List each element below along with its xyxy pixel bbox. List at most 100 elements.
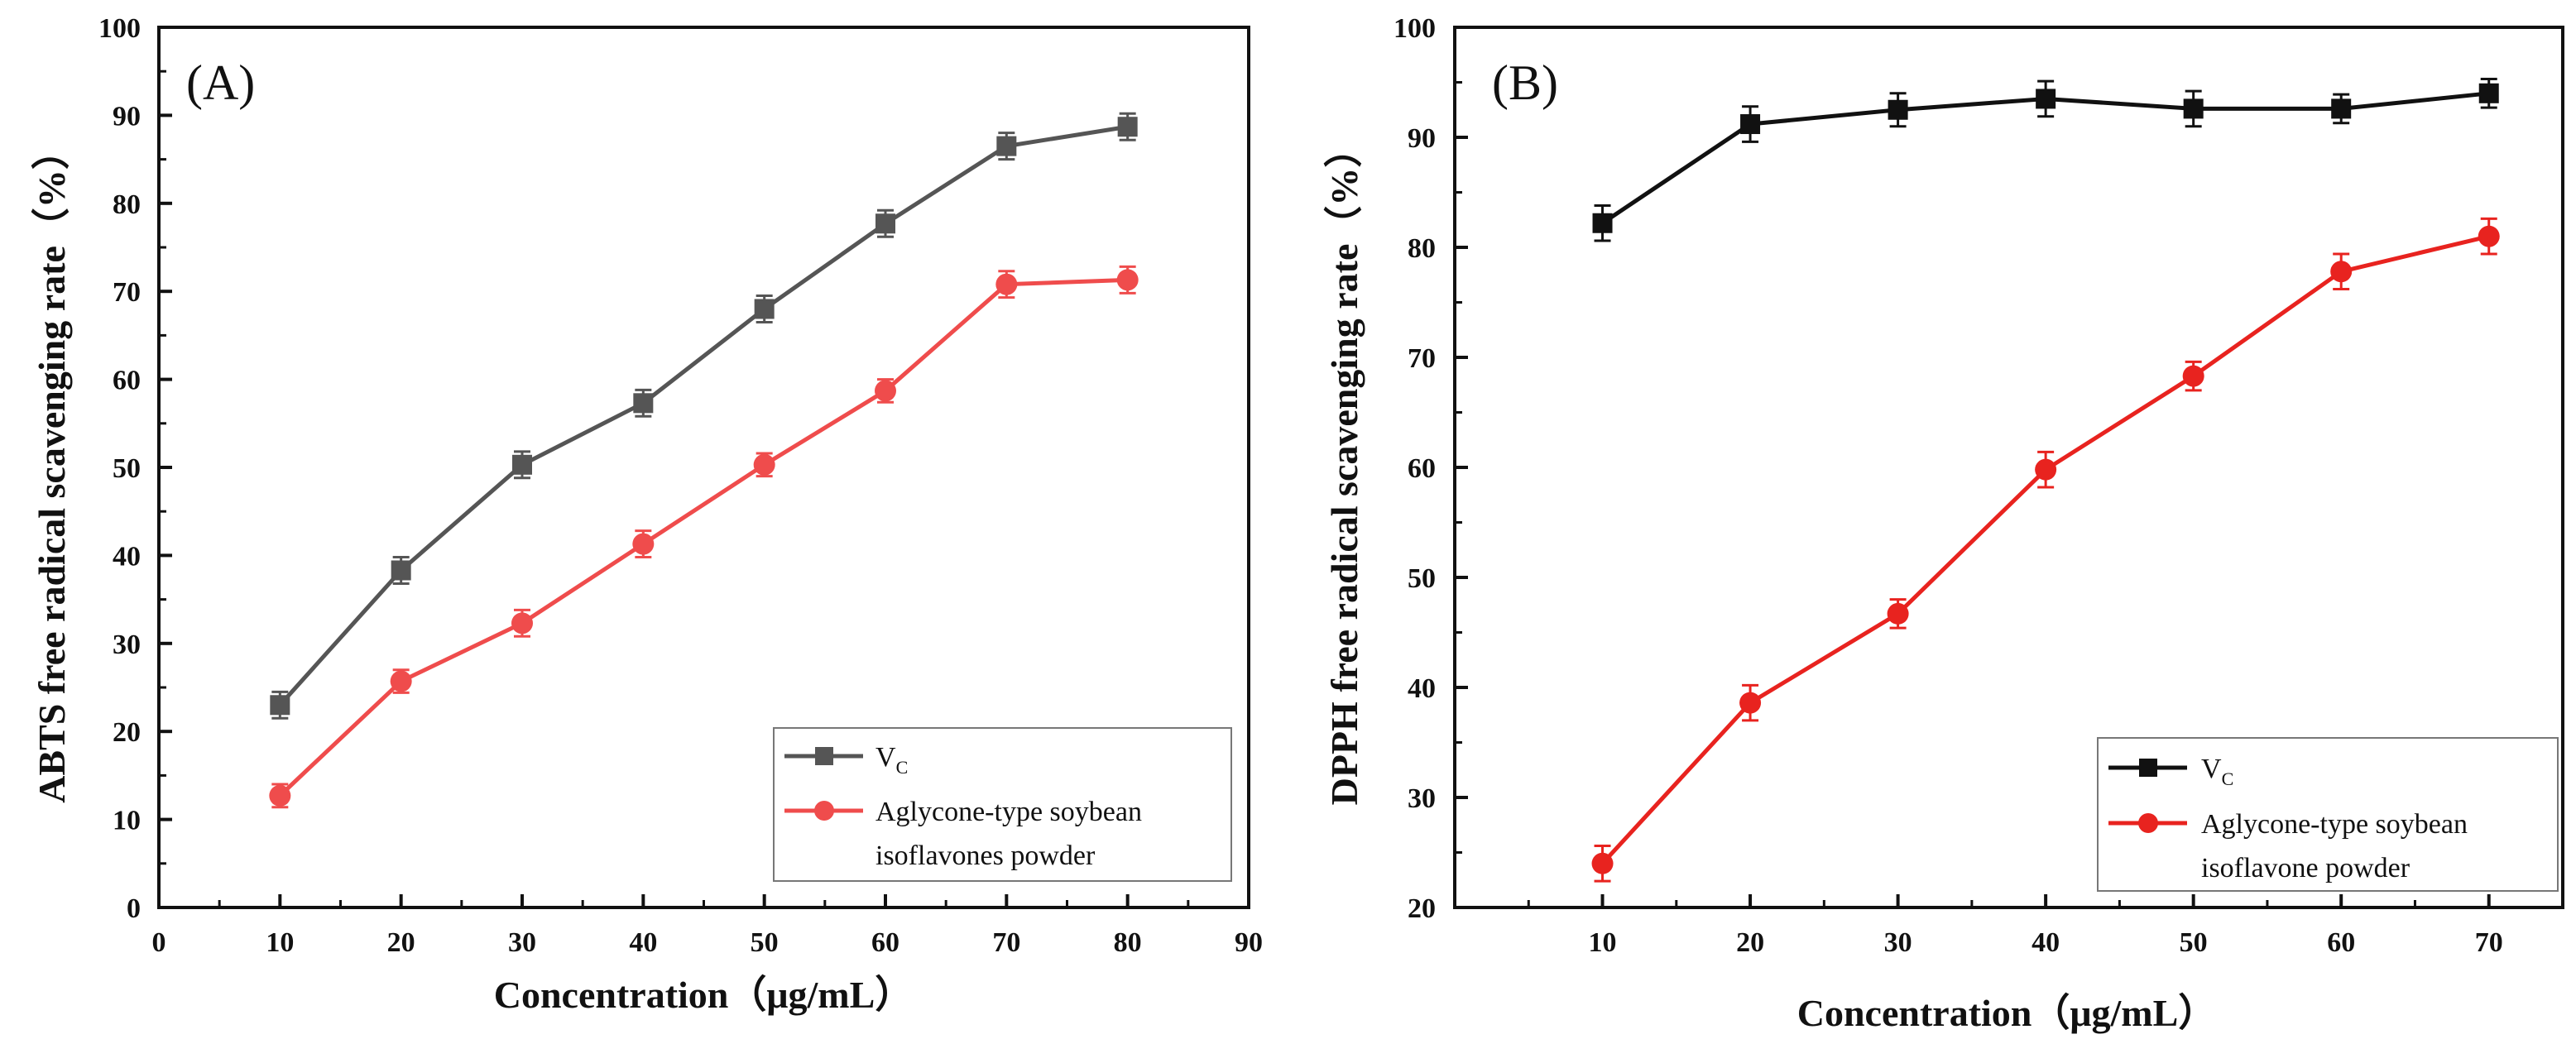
data-point-square [996, 136, 1017, 156]
legend-label-aglycone: Aglycone-type soybean [2201, 809, 2468, 840]
chart-panel-b: (B) DPPH free radical scavenging rate（%）… [1323, 13, 2564, 1034]
data-point-square [512, 454, 532, 475]
x-tick-label: 60 [871, 927, 899, 958]
legend: VC Aglycone-type soybean isoflavone powd… [2097, 737, 2559, 892]
legend-subscript: C [2222, 769, 2234, 789]
y-tick-label: 10 [113, 806, 141, 836]
data-point-square [754, 299, 775, 319]
chart-panel-a: (A) ABTS free radical scavenging rate（%）… [31, 13, 1263, 1016]
x-tick-label: 70 [992, 927, 1020, 958]
y-tick-label: 60 [1408, 453, 1436, 484]
legend-label-vc: V [2201, 754, 2222, 784]
data-point-circle [1116, 269, 1139, 291]
x-tick-label: 50 [2180, 927, 2208, 958]
x-tick-label: 0 [152, 927, 166, 958]
y-tick-label: 20 [1408, 893, 1436, 924]
data-point-square [270, 695, 290, 716]
data-point-circle [1739, 692, 1762, 714]
x-tick-label: 20 [387, 927, 415, 958]
legend-circle-marker [2138, 813, 2158, 833]
y-tick-label: 30 [113, 630, 141, 660]
y-tick-label: 50 [1408, 563, 1436, 594]
data-point-circle [390, 670, 412, 692]
data-point-square [2478, 83, 2499, 103]
x-tick-label: 70 [2475, 927, 2503, 958]
data-point-square [2183, 98, 2204, 119]
data-point-circle [1887, 602, 1909, 625]
legend-subscript: C [896, 757, 909, 778]
data-point-circle [995, 273, 1018, 295]
x-tick-label: 20 [1736, 927, 1764, 958]
axes: 20 30 40 50 60 70 80 90 100 10 20 30 40 50 60 70 [1394, 13, 2503, 958]
x-tick-label: 10 [266, 927, 294, 958]
data-point-circle [2182, 365, 2204, 387]
legend: VC Aglycone-type soybean isoflavones pow… [773, 727, 1232, 882]
x-axis-title: Concentration（μg/mL） [1797, 992, 2217, 1034]
x-tick-label: 60 [2327, 927, 2355, 958]
x-tick-label: 10 [1589, 927, 1617, 958]
legend-square-marker [2139, 759, 2157, 777]
panel-label: (B) [1492, 55, 1558, 110]
x-tick-label: 30 [508, 927, 536, 958]
legend-square-marker [815, 747, 833, 765]
data-point-circle [511, 612, 533, 634]
x-axis-title: Concentration（μg/mL） [494, 974, 914, 1016]
data-point-circle [1591, 852, 1614, 874]
legend-label-aglycone: Aglycone-type soybean [875, 797, 1142, 827]
legend-box [773, 727, 1232, 882]
data-point-square [2331, 98, 2352, 119]
data-point-square [1117, 117, 1138, 137]
legend-label-aglycone-line2: isoflavone powder [2201, 853, 2411, 883]
svg-text:VC: VC [875, 742, 908, 778]
series-group [269, 112, 1139, 809]
data-point-circle [269, 784, 291, 807]
data-point-circle [2478, 225, 2500, 247]
data-point-circle [753, 453, 775, 476]
data-point-square [1592, 213, 1613, 233]
svg-text:VC: VC [2201, 754, 2233, 789]
data-point-circle [2330, 261, 2353, 283]
y-tick-label: 70 [1408, 343, 1436, 374]
series-group [1591, 78, 2500, 883]
y-tick-label: 50 [113, 453, 141, 484]
legend-label-aglycone-line2: isoflavones powder [875, 840, 1096, 871]
y-tick-label: 90 [1408, 123, 1436, 154]
series-line-vc [278, 124, 1129, 706]
x-tick-label: 90 [1235, 927, 1263, 958]
y-tick-label: 100 [1394, 13, 1436, 44]
data-point-square [1888, 99, 1908, 120]
y-tick-label: 0 [127, 893, 141, 924]
data-point-circle [875, 380, 896, 402]
y-tick-label: 30 [1408, 783, 1436, 814]
legend-label-vc: V [875, 742, 896, 773]
data-point-square [875, 213, 895, 234]
data-point-circle [632, 533, 655, 555]
y-axis-title: ABTS free radical scavenging rate（%） [31, 132, 73, 803]
legend-box [2097, 737, 2559, 892]
y-axis-title: DPPH free radical scavenging rate（%） [1323, 130, 1365, 806]
panel-label: (A) [186, 55, 255, 110]
data-point-square [633, 393, 654, 414]
data-point-square [1740, 114, 1761, 135]
y-tick-label: 80 [113, 189, 141, 220]
y-tick-label: 40 [1408, 673, 1436, 704]
y-tick-label: 100 [98, 13, 141, 44]
data-point-square [391, 560, 411, 581]
data-point-circle [2035, 458, 2057, 481]
series-line-aglycone [278, 277, 1128, 797]
axes: 0 10 20 30 40 50 60 70 80 90 100 0 10 20 30 40 50 60 70 80 9… [98, 13, 1263, 958]
legend-circle-marker [814, 801, 834, 821]
y-tick-label: 70 [113, 277, 141, 308]
x-tick-label: 40 [629, 927, 657, 958]
x-tick-label: 40 [2032, 927, 2060, 958]
y-tick-label: 90 [113, 101, 141, 132]
x-tick-label: 80 [1114, 927, 1142, 958]
x-tick-label: 50 [751, 927, 779, 958]
y-tick-label: 60 [113, 366, 141, 396]
data-point-square [2036, 89, 2056, 109]
y-tick-label: 20 [113, 717, 141, 748]
x-tick-label: 30 [1884, 927, 1912, 958]
y-tick-label: 40 [113, 541, 141, 572]
y-tick-label: 80 [1408, 233, 1436, 264]
